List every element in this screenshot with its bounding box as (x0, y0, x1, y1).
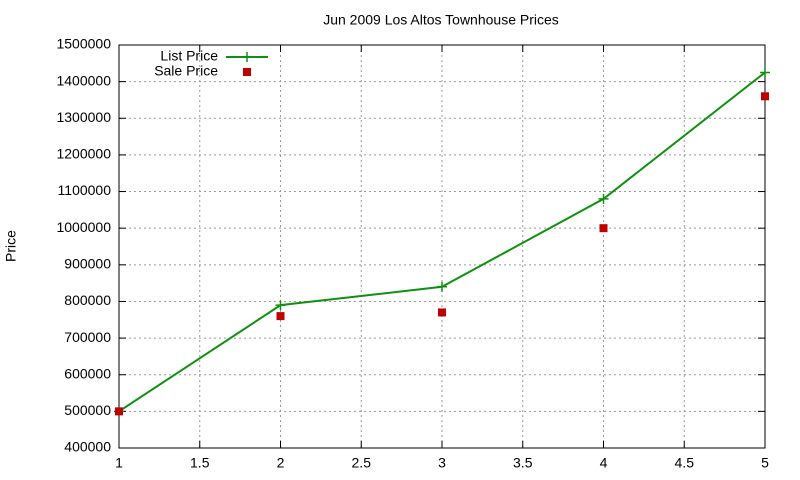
plot-border (118, 44, 766, 449)
y-tick-label: 700000 (64, 329, 111, 345)
x-tick-label: 2 (277, 455, 285, 471)
y-tick-label: 800000 (64, 292, 111, 308)
data-point (276, 312, 285, 321)
legend-label: Sale Price (154, 63, 218, 79)
x-tick-label: 5 (761, 455, 769, 471)
data-point (761, 92, 769, 101)
y-tick-label: 1200000 (56, 146, 111, 162)
x-tick-label: 1 (115, 455, 123, 471)
data-point (598, 193, 609, 204)
legend-swatch (243, 68, 251, 76)
chart-title: Jun 2009 Los Altos Townhouse Prices (323, 12, 559, 28)
data-point (599, 224, 608, 233)
x-tick-label: 3.5 (513, 455, 533, 471)
y-tick-label: 900000 (64, 256, 111, 272)
data-point (115, 407, 123, 416)
x-tick-label: 2.5 (352, 455, 372, 471)
legend-label: List Price (160, 48, 218, 64)
x-tick-label: 4 (600, 455, 608, 471)
legend-swatch (242, 52, 252, 62)
data-point (437, 281, 447, 292)
y-tick-label: 1000000 (56, 219, 111, 235)
y-axis-label: Price (3, 230, 19, 262)
y-tick-label: 1500000 (56, 36, 111, 52)
data-point (760, 67, 770, 78)
x-tick-label: 4.5 (675, 455, 695, 471)
y-tick-label: 1100000 (58, 182, 112, 198)
y-tick-label: 1400000 (56, 72, 111, 88)
y-tick-label: 1300000 (56, 109, 111, 125)
x-tick-label: 1.5 (190, 455, 210, 471)
data-point (438, 308, 446, 317)
y-tick-label: 400000 (64, 439, 111, 455)
y-tick-label: 600000 (64, 365, 111, 381)
data-point (275, 300, 286, 311)
y-tick-label: 500000 (64, 402, 111, 418)
x-tick-label: 3 (438, 455, 446, 471)
